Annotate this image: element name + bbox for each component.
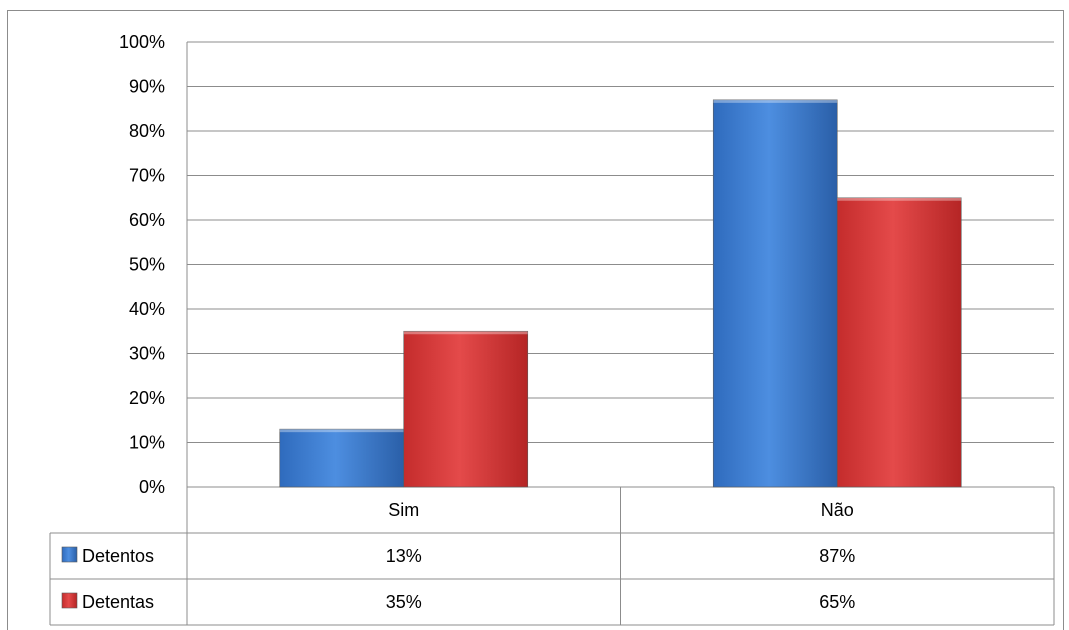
bar-highlight (837, 197, 962, 201)
category-label: Sim (388, 500, 419, 520)
bar-detentos-0 (279, 428, 405, 488)
category-label: Não (821, 500, 854, 520)
y-tick-label: 100% (119, 32, 165, 52)
y-tick-label: 20% (129, 388, 165, 408)
y-tick-label: 60% (129, 210, 165, 230)
data-label: 35% (386, 592, 422, 612)
y-tick-label: 70% (129, 166, 165, 186)
bar-detentas-1 (836, 197, 962, 488)
y-tick-label: 90% (129, 77, 165, 97)
y-axis-tick-labels: 0% 10% 20% 30% 40% 50% 60% 70% 80% 90% 100% (119, 32, 165, 497)
data-table: Sim Não Detentos 13% 87% Detentas 35% 65% (49, 487, 1055, 626)
y-tick-label: 10% (129, 433, 165, 453)
y-tick-label: 40% (129, 299, 165, 319)
legend-key-detentas (61, 592, 78, 609)
y-tick-label: 30% (129, 344, 165, 364)
y-tick-label: 80% (129, 121, 165, 141)
y-tick-label: 50% (129, 255, 165, 275)
legend-key-detentos (61, 546, 78, 563)
y-tick-label: 0% (139, 477, 165, 497)
bar-highlight (713, 99, 838, 103)
data-label: 87% (819, 546, 855, 566)
legend-label: Detentas (82, 592, 154, 612)
data-label: 13% (386, 546, 422, 566)
bars (279, 99, 962, 488)
bar-detentas-0 (403, 330, 529, 488)
bar-highlight (279, 429, 404, 433)
bar-highlight (403, 331, 528, 335)
bar-detentos-1 (712, 99, 838, 488)
data-label: 65% (819, 592, 855, 612)
legend-label: Detentos (82, 546, 154, 566)
